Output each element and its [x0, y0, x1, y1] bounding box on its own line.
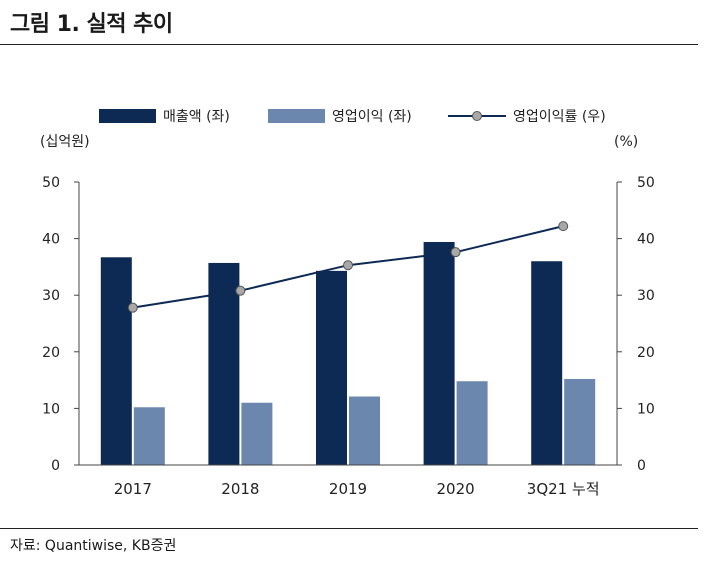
left-tick-label: 40 [42, 232, 60, 248]
left-axis-unit: (십억원) [40, 134, 90, 150]
right-tick-label: 30 [637, 288, 655, 304]
operating-margin-marker [236, 286, 245, 295]
right-axis: 0 10 20 30 40 50 [617, 175, 655, 474]
right-tick-label: 10 [637, 401, 655, 417]
right-tick-label: 40 [637, 232, 655, 248]
legend-label-operating-profit: 영업이익 (좌) [332, 109, 412, 125]
operating-margin-marker [128, 303, 137, 312]
revenue-bar [316, 271, 347, 465]
x-tick-label: 2020 [437, 480, 475, 498]
x-tick-label: 3Q21 누적 [527, 480, 600, 498]
operating-margin-marker [559, 222, 568, 231]
left-tick-label: 20 [42, 345, 60, 361]
operating-profit-bar [134, 407, 165, 465]
right-axis-unit: (%) [614, 134, 638, 150]
right-tick-label: 20 [637, 345, 655, 361]
bar-series [101, 242, 595, 465]
x-tick-label: 2017 [114, 480, 152, 498]
operating-profit-bar [564, 379, 595, 465]
operating-margin-marker [344, 261, 353, 270]
left-axis: 0 10 20 30 40 50 [42, 175, 79, 474]
operating-margin-marker [451, 248, 460, 257]
source-divider [0, 528, 698, 529]
right-tick-label: 0 [637, 458, 646, 474]
x-tick-label: 2018 [221, 480, 259, 498]
left-tick-label: 10 [42, 401, 60, 417]
right-tick-label: 50 [637, 175, 655, 191]
operating-profit-bar [457, 381, 488, 465]
revenue-bar [101, 257, 132, 465]
x-tick-label: 2019 [329, 480, 367, 498]
operating-profit-bar [241, 403, 272, 465]
x-axis: 2017 2018 2019 2020 3Q21 누적 [79, 465, 617, 498]
line-series [128, 222, 567, 313]
left-tick-label: 30 [42, 288, 60, 304]
revenue-bar [531, 261, 562, 465]
operating-profit-bar [349, 397, 380, 465]
left-tick-label: 50 [42, 175, 60, 191]
legend-label-revenue: 매출액 (좌) [163, 109, 230, 125]
legend-label-operating-margin: 영업이익률 (우) [513, 109, 606, 125]
legend-swatch-revenue [99, 109, 156, 123]
legend-swatch-operating-profit [268, 109, 325, 123]
legend-marker-operating-margin [473, 112, 482, 121]
revenue-bar [424, 242, 455, 465]
source-note: 자료: Quantiwise, KB증권 [10, 535, 176, 555]
left-tick-label: 0 [51, 458, 60, 474]
chart-legend: 매출액 (좌) 영업이익 (좌) 영업이익률 (우) [99, 109, 606, 125]
